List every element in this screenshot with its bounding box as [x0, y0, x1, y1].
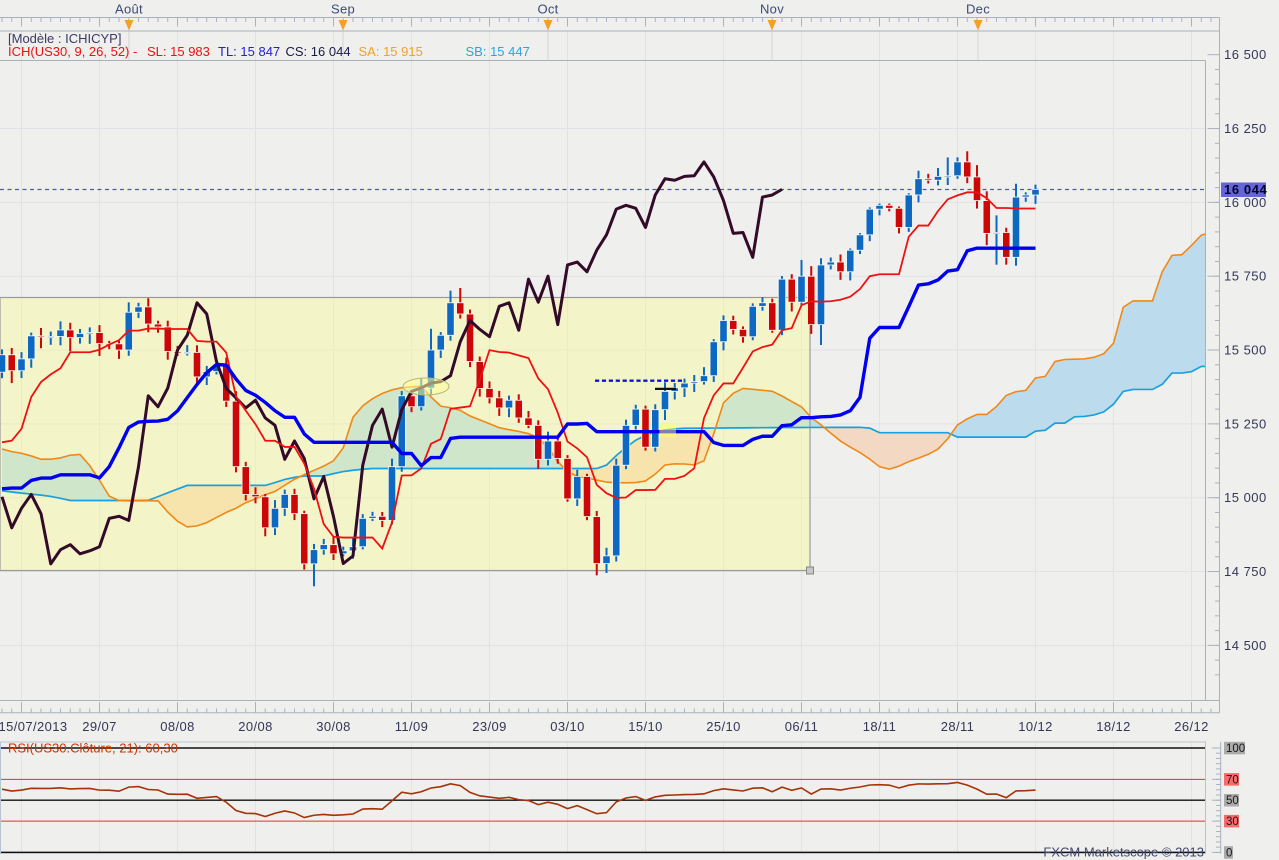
svg-text:15 000: 15 000 [1224, 490, 1267, 505]
svg-text:26/12: 26/12 [1174, 719, 1209, 734]
svg-text:18/11: 18/11 [863, 719, 897, 734]
svg-text:18/12: 18/12 [1096, 719, 1131, 734]
svg-text:15 250: 15 250 [1224, 416, 1267, 431]
svg-text:14 750: 14 750 [1224, 564, 1267, 579]
svg-text:16 000: 16 000 [1224, 195, 1267, 210]
svg-text:08/08: 08/08 [160, 719, 195, 734]
svg-text:16 250: 16 250 [1224, 121, 1267, 136]
svg-text:50: 50 [1226, 795, 1239, 807]
svg-text:15 750: 15 750 [1224, 269, 1267, 284]
svg-text:0: 0 [1226, 847, 1232, 859]
svg-text:Sep: Sep [331, 2, 355, 17]
svg-text:11/09: 11/09 [395, 719, 429, 734]
svg-text:RSI(US30.Clôture, 21): 60,30: RSI(US30.Clôture, 21): 60,30 [8, 741, 178, 756]
svg-text:Août: Août [115, 2, 143, 17]
svg-text:20/08: 20/08 [238, 719, 273, 734]
svg-text:14 500: 14 500 [1224, 638, 1267, 653]
svg-text:23/09: 23/09 [472, 719, 507, 734]
svg-text:15/07/2013: 15/07/2013 [0, 719, 68, 734]
svg-text:70: 70 [1226, 774, 1239, 786]
svg-text:Oct: Oct [537, 2, 558, 17]
svg-text:30/08: 30/08 [316, 719, 351, 734]
svg-text:10/12: 10/12 [1018, 719, 1053, 734]
svg-text:Dec: Dec [966, 2, 990, 17]
svg-text:100: 100 [1226, 743, 1245, 755]
svg-text:Nov: Nov [760, 2, 784, 17]
svg-text:15/10: 15/10 [628, 719, 663, 734]
svg-text:25/10: 25/10 [706, 719, 741, 734]
svg-text:30: 30 [1226, 816, 1239, 828]
svg-text:FXCM Marketscope © 2013: FXCM Marketscope © 2013 [1043, 845, 1204, 860]
svg-text:15 500: 15 500 [1224, 343, 1267, 358]
svg-text:ICH(US30, 9, 26, 52) -SL: 15 9: ICH(US30, 9, 26, 52) - SL: 15 983 TL: 15 8… [8, 44, 530, 59]
svg-text:16 044: 16 044 [1224, 182, 1268, 197]
svg-text:06/11: 06/11 [785, 719, 819, 734]
svg-text:16 500: 16 500 [1224, 47, 1267, 62]
svg-text:[Modèle : ICHICYP]: [Modèle : ICHICYP] [8, 31, 121, 46]
svg-text:29/07: 29/07 [82, 719, 117, 734]
svg-text:03/10: 03/10 [550, 719, 585, 734]
svg-text:28/11: 28/11 [941, 719, 975, 734]
